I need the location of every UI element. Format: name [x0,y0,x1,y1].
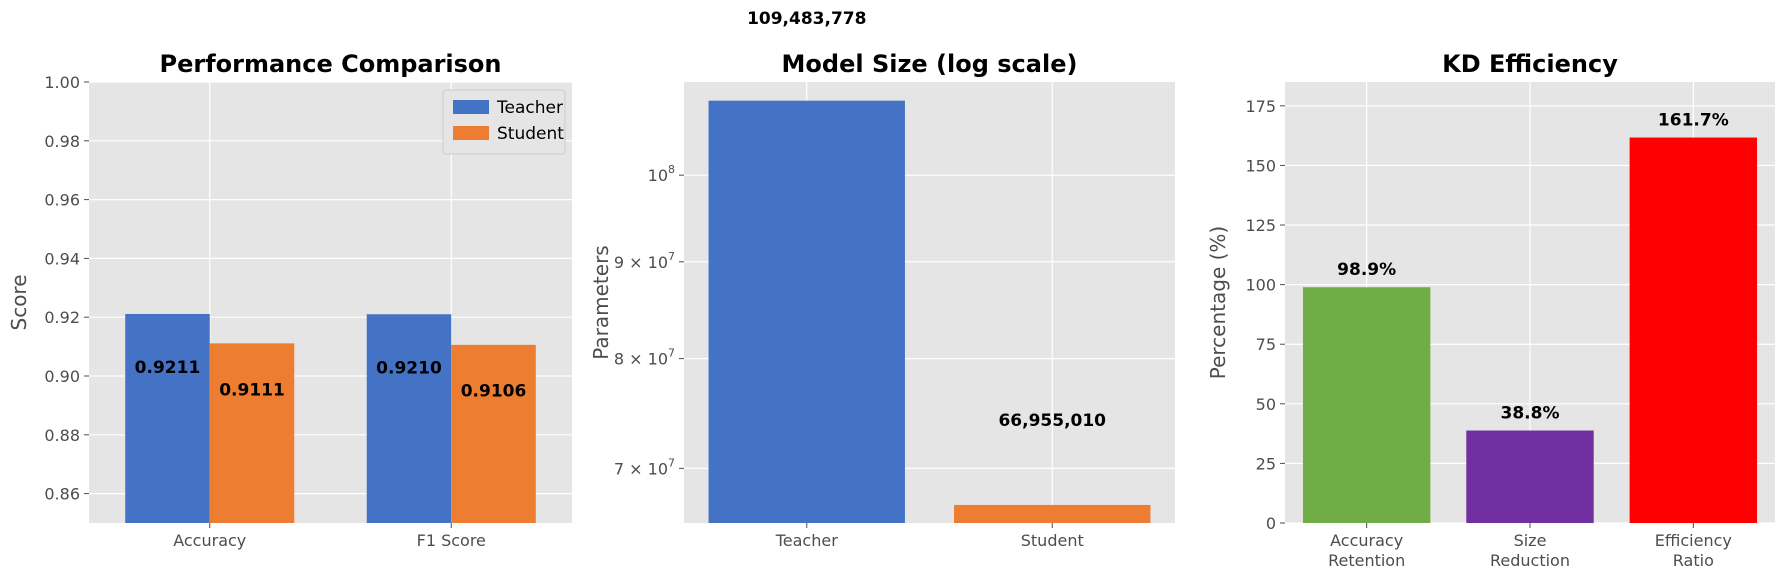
bar-teacher-2 [366,314,452,523]
bar-1 [708,100,905,523]
bar-2 [1466,430,1594,523]
legend-label: Student [497,124,564,144]
y-tick-label: 7 × 107 [614,456,675,478]
data-label: 98.9% [1337,260,1396,280]
chart-title: KD Efficiency [1442,50,1618,78]
x-tick-label: Student [1021,531,1084,550]
y-tick-base: 10 [648,166,668,185]
y-tick-exponent: 7 [668,456,675,469]
x-tick-label: Efficiency [1655,531,1732,550]
y-tick-exponent: 7 [668,347,675,360]
y-tick-label: 0.96 [44,191,80,210]
legend-swatch-teacher [453,100,489,114]
chart-3: 0 25 50 75 100 125 150 175 98.9% 38.8% 161.7% Accur… [1206,50,1775,570]
data-label: 109,483,778 [747,9,866,29]
y-tick-base: 8 × 10 [614,350,668,369]
data-label: 0.9111 [219,380,285,400]
y-tick-label: 75 [1256,335,1276,354]
y-tick-label: 0.90 [44,367,80,386]
chart-title: Model Size (log scale) [782,50,1078,78]
x-tick-label: Accuracy [173,531,246,550]
y-tick-label: 1.00 [44,73,80,92]
y-tick-label: 125 [1245,216,1276,235]
data-label: 38.8% [1501,404,1560,424]
y-tick-label: 0.92 [44,308,80,327]
y-tick-label: 100 [1245,276,1276,295]
bar-teacher-1 [125,313,210,523]
data-label: 161.7% [1658,111,1729,131]
x-tick-label: Teacher [775,531,838,550]
y-tick-label: 8 × 107 [614,347,675,369]
y-tick-label: 9 × 107 [614,250,675,272]
chart-title: Performance Comparison [159,50,501,78]
y-tick-label: 150 [1245,156,1276,175]
x-tick-label: Retention [1328,551,1405,570]
bar-3 [1629,137,1758,523]
legend-swatch-student [453,126,489,140]
y-tick-exponent: 7 [668,250,675,263]
x-tick-label: Size [1514,531,1547,550]
y-axis-label: Parameters [589,245,613,359]
y-axis-label: Percentage (%) [1206,226,1230,379]
y-tick-label: 50 [1256,395,1276,414]
bar-student-1 [209,343,295,523]
y-tick-label: 0 [1266,514,1276,533]
data-label: 0.9210 [376,358,442,378]
y-tick-base: 7 × 10 [614,459,668,478]
x-tick-label: F1 Score [417,531,486,550]
y-tick-label: 0.88 [44,426,80,445]
chart-1: 0.86 0.88 0.90 0.92 0.94 0.96 0.98 1.00 0.9211 0.… [7,50,572,550]
y-tick-label: 25 [1256,454,1276,473]
bar-2 [954,504,1151,523]
bar-student-2 [451,344,536,523]
y-tick-label: 108 [648,163,675,185]
bar-1 [1302,287,1431,523]
y-tick-exponent: 8 [668,163,675,176]
data-label: 0.9211 [135,358,201,378]
legend-label: Teacher [496,98,563,118]
data-label: 66,955,010 [998,411,1106,431]
y-tick-base: 9 × 10 [614,253,668,272]
y-tick-label: 0.98 [44,132,80,151]
x-tick-label: Accuracy [1330,531,1403,550]
data-label: 0.9106 [461,381,527,401]
y-axis-label: Score [7,274,31,330]
x-tick-label: Ratio [1673,551,1714,570]
x-tick-label: Reduction [1490,551,1570,570]
y-tick-label: 0.86 [44,485,80,504]
y-tick-label: 175 [1245,97,1276,116]
y-tick-label: 0.94 [44,249,80,268]
